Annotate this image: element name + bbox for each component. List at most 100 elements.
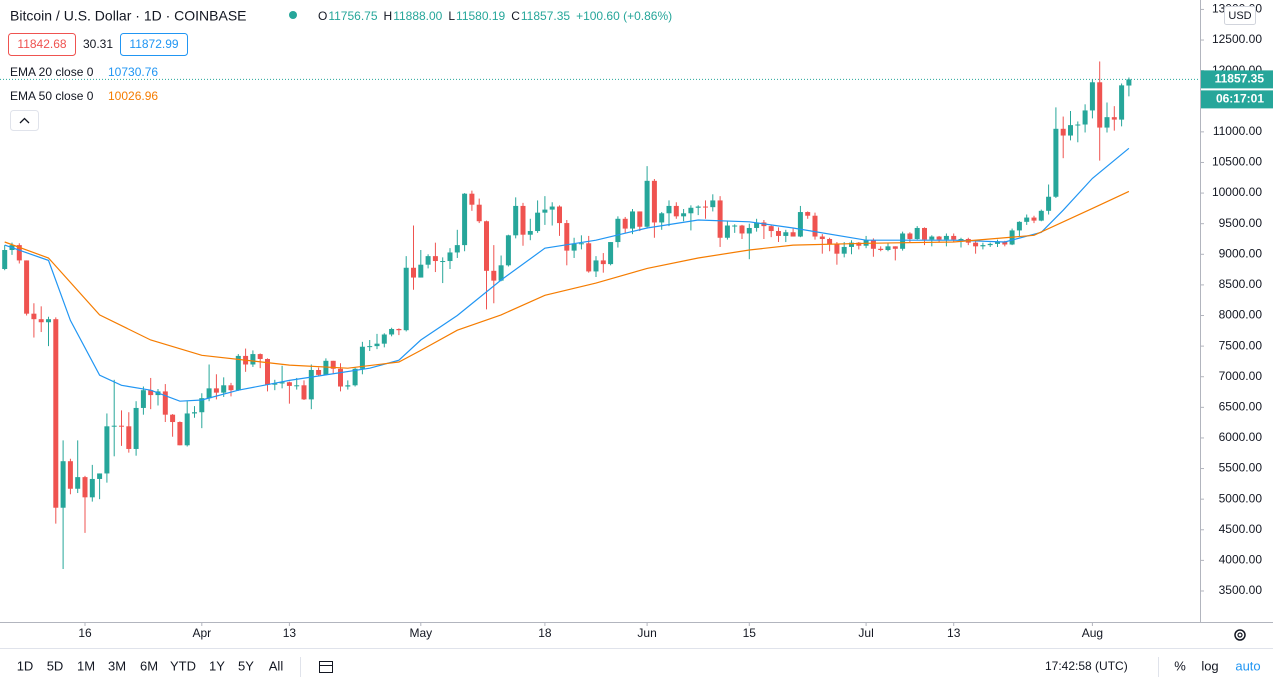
range-button[interactable]: YTD — [170, 658, 196, 673]
candle — [1089, 79, 1095, 119]
candle-body — [454, 245, 460, 253]
candle-body — [1038, 210, 1044, 221]
date-range-button[interactable] — [319, 661, 333, 673]
countdown-tag — [1201, 90, 1273, 109]
y-tick-label: 3500.00 — [1219, 583, 1263, 597]
candle-body — [491, 270, 497, 281]
candle — [776, 227, 781, 243]
x-tick-label: 13 — [283, 626, 297, 640]
candle — [1119, 83, 1125, 127]
range-button[interactable]: 6M — [140, 658, 158, 673]
candle — [454, 229, 460, 258]
candle-body — [111, 425, 117, 427]
candle — [600, 253, 606, 273]
candle — [316, 367, 322, 377]
y-tick-label: 4000.00 — [1219, 553, 1263, 567]
candle — [469, 190, 475, 211]
scale-option[interactable]: log — [1201, 658, 1218, 673]
range-button[interactable]: 1D — [17, 658, 34, 673]
candle — [878, 246, 884, 252]
candle-body — [38, 319, 44, 323]
y-tick-label: 7500.00 — [1219, 338, 1263, 352]
candle — [527, 218, 533, 241]
last-price-tag — [1201, 70, 1273, 89]
candle-body — [1002, 241, 1008, 245]
collapse-button[interactable] — [10, 110, 39, 131]
candle-body — [892, 246, 898, 249]
range-button[interactable]: 5D — [47, 658, 64, 673]
candle — [1111, 106, 1117, 131]
candle-body — [878, 248, 884, 251]
candle-body — [75, 477, 81, 489]
candle — [513, 197, 519, 239]
candle — [900, 231, 906, 251]
candle — [60, 440, 66, 569]
candle-body — [586, 243, 592, 272]
candle — [177, 421, 183, 446]
candle-body — [644, 180, 650, 227]
candle-body — [549, 206, 555, 210]
candle — [279, 365, 285, 389]
candle — [432, 242, 438, 273]
candle — [462, 193, 468, 252]
candle-body — [542, 209, 548, 213]
candle-body — [754, 222, 760, 228]
candle-body — [849, 242, 854, 247]
candle — [24, 260, 30, 316]
ohlc-key: C — [511, 9, 520, 23]
ema-name: EMA 50 close 0 — [10, 89, 94, 103]
candle — [717, 196, 723, 247]
candle — [987, 242, 993, 247]
candle-body — [1053, 128, 1059, 197]
candle-body — [411, 267, 416, 278]
range-button[interactable]: All — [269, 658, 284, 673]
candle-body — [418, 264, 424, 278]
chevron-icon — [19, 117, 30, 124]
candle-body — [1097, 82, 1103, 128]
candle — [571, 237, 577, 258]
candle-body — [301, 385, 307, 400]
candle — [16, 243, 22, 264]
candle-body — [1068, 125, 1073, 136]
candle — [630, 208, 635, 235]
candle — [301, 380, 307, 400]
candle-body — [1119, 85, 1125, 120]
candle — [97, 473, 103, 500]
candle-body — [717, 200, 723, 238]
range-button[interactable]: 3M — [108, 658, 126, 673]
scale-option[interactable]: % — [1174, 658, 1186, 673]
candle-body — [498, 265, 504, 281]
candle-body — [294, 385, 300, 387]
candle-body — [82, 477, 88, 498]
candle — [549, 202, 555, 226]
candle — [1016, 221, 1022, 238]
range-button[interactable]: 1Y — [209, 658, 225, 673]
range-buttons: 1D 5D 1M 3M 6M YTD 1Y 5Y All — [17, 658, 284, 673]
scale-option[interactable]: auto — [1235, 658, 1260, 673]
candle — [659, 212, 665, 230]
currency-box[interactable] — [1224, 6, 1256, 25]
candle — [199, 393, 205, 429]
candle — [140, 386, 146, 415]
candle-body — [797, 212, 803, 237]
candle — [995, 239, 1000, 247]
candle — [929, 235, 935, 247]
candle — [206, 364, 212, 402]
candle — [184, 401, 190, 447]
candle — [170, 414, 176, 437]
settings-button[interactable] — [1234, 629, 1246, 641]
clock[interactable]: 17:42:58 (UTC) — [1045, 659, 1128, 673]
ask-box[interactable] — [120, 33, 188, 56]
candle-body — [593, 260, 599, 272]
candle — [1097, 61, 1103, 161]
x-tick-label: 18 — [538, 626, 552, 640]
range-button[interactable]: 5Y — [238, 658, 254, 673]
range-button[interactable]: 1M — [77, 658, 95, 673]
ohlc-value: 11580.19 — [456, 9, 505, 23]
candle — [892, 246, 898, 261]
candle-body — [24, 260, 30, 314]
bid-box[interactable] — [8, 33, 76, 56]
candle — [46, 316, 51, 347]
ema-value: 10026.96 — [108, 89, 158, 103]
